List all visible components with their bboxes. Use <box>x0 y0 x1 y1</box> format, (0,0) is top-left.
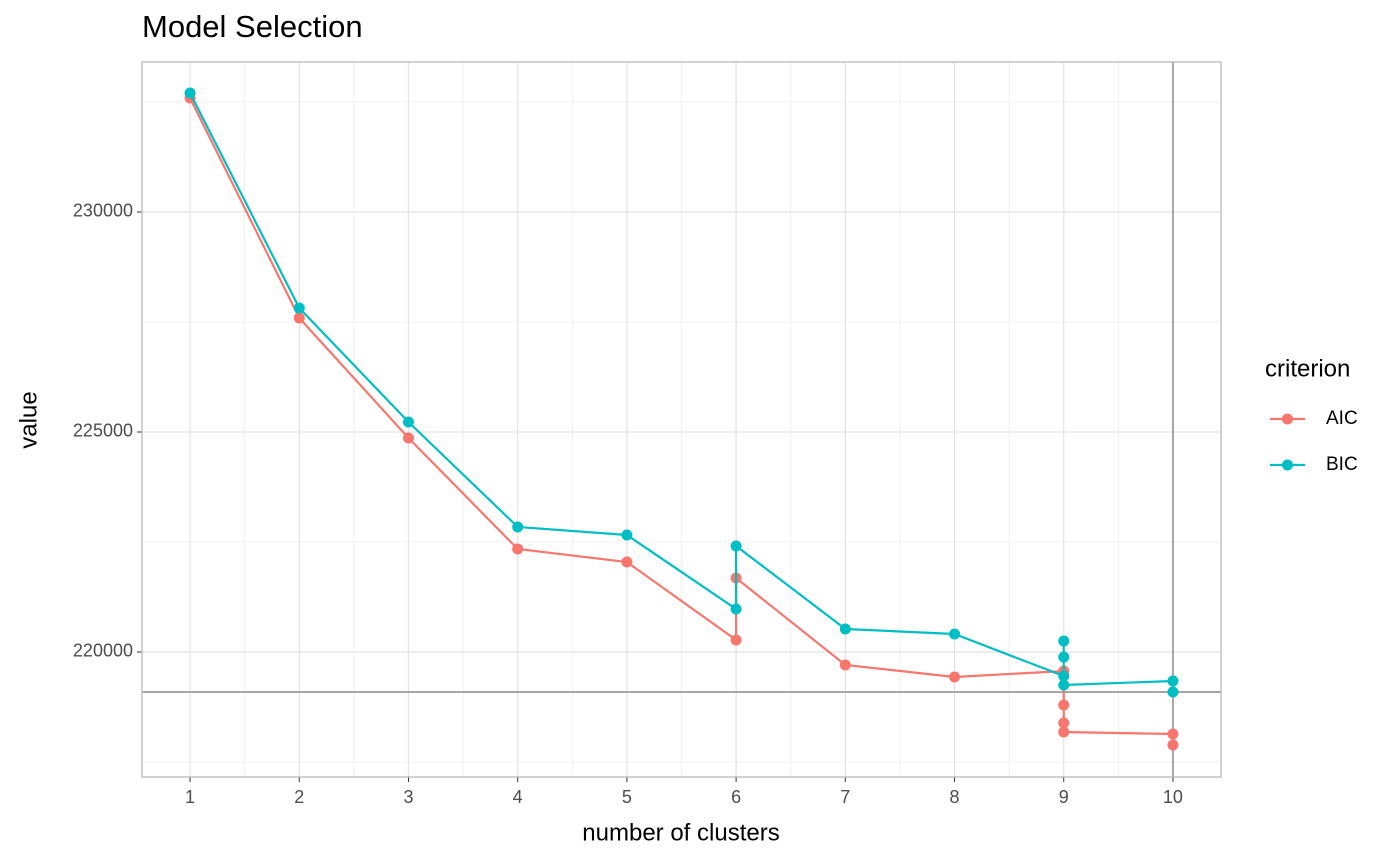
x-tick-label: 1 <box>185 787 195 807</box>
data-point <box>1167 686 1179 698</box>
y-tick-label: 230000 <box>73 201 133 221</box>
data-point <box>293 302 305 314</box>
data-point <box>1058 699 1070 711</box>
data-point <box>1058 635 1070 647</box>
data-point <box>730 634 742 646</box>
legend-point <box>1282 413 1293 425</box>
data-point <box>730 540 742 552</box>
data-point <box>184 87 196 99</box>
data-point <box>1058 679 1070 691</box>
data-point <box>949 628 961 640</box>
data-point <box>402 416 414 428</box>
x-tick-label: 2 <box>294 787 304 807</box>
plot-border <box>141 61 1222 778</box>
data-point <box>402 432 414 444</box>
legend-label: BIC <box>1326 454 1358 475</box>
x-axis-label: number of clusters <box>582 819 779 846</box>
x-tick-label: 7 <box>840 787 850 807</box>
x-tick-label: 4 <box>513 787 523 807</box>
data-point <box>839 623 851 635</box>
legend-point <box>1282 459 1293 471</box>
chart-title: Model Selection <box>142 9 363 44</box>
data-point <box>730 603 742 615</box>
y-axis-label: value <box>15 391 42 448</box>
data-point <box>839 659 851 671</box>
x-tick-label: 6 <box>731 787 741 807</box>
data-point <box>1167 728 1179 740</box>
data-point <box>949 671 961 683</box>
legend-title: criterion <box>1265 355 1350 382</box>
legend-label: AIC <box>1326 408 1358 429</box>
x-tick-label: 9 <box>1059 787 1069 807</box>
x-tick-label: 10 <box>1163 787 1183 807</box>
data-point <box>512 543 524 555</box>
x-tick-label: 5 <box>622 787 632 807</box>
data-point <box>621 529 633 541</box>
data-point <box>621 556 633 568</box>
data-point <box>1058 651 1070 663</box>
data-point <box>1167 675 1179 687</box>
x-tick-label: 8 <box>950 787 960 807</box>
data-point <box>512 521 524 533</box>
data-point <box>293 312 305 324</box>
data-point <box>1167 739 1179 751</box>
data-point <box>1058 726 1070 738</box>
data-point <box>1058 670 1070 682</box>
x-tick-label: 3 <box>403 787 413 807</box>
y-tick-label: 220000 <box>73 641 133 661</box>
data-point <box>1058 717 1070 729</box>
y-tick-label: 225000 <box>73 421 133 441</box>
